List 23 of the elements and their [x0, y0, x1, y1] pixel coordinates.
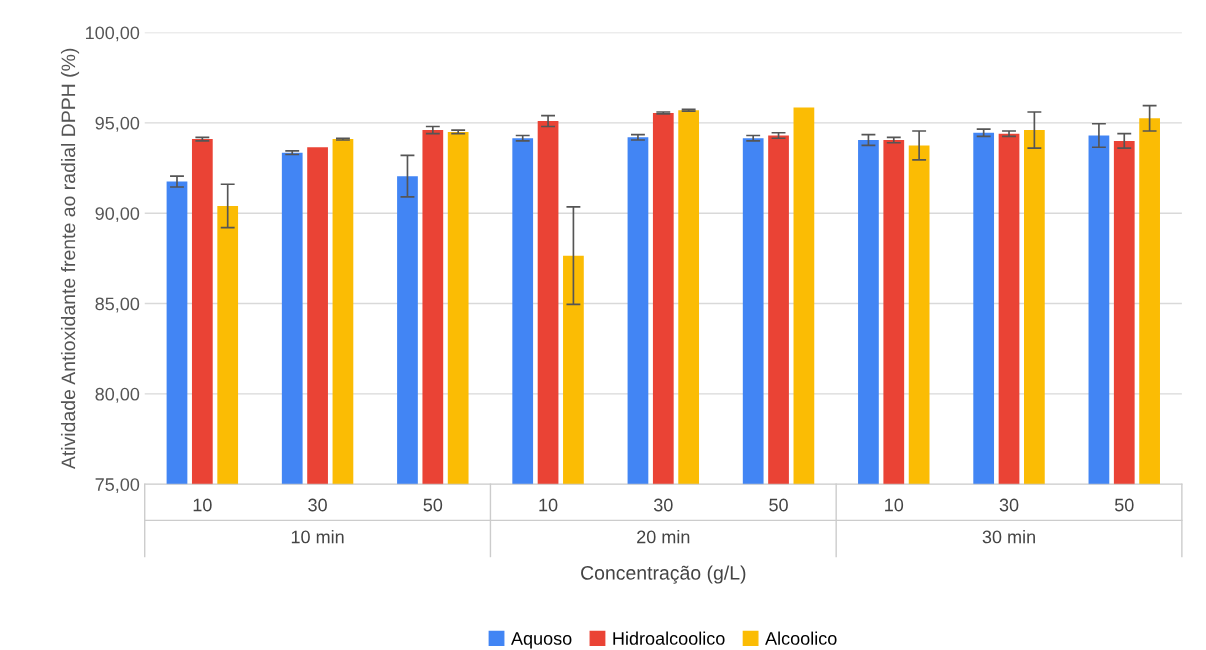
x-tick-label: 10 [539, 498, 558, 512]
x-tick-label: 10 [193, 498, 212, 512]
y-tick-label: 75,00 [95, 478, 140, 494]
legend-label: Aquoso [511, 632, 572, 649]
legend-label: Alcoolico [765, 631, 837, 645]
x-tick-label: 30 [999, 498, 1019, 512]
y-tick-label: 95,00 [95, 116, 140, 132]
x-tick-label: 50 [423, 498, 443, 512]
y-axis-title: Atividade Antioxidante frente ao radial DPPH (%) [60, 48, 80, 470]
y-tick-label: 90,00 [95, 207, 140, 223]
y-tick-label: 80,00 [95, 387, 140, 403]
text: 20 min [637, 530, 690, 544]
x-tick-label: 50 [1114, 498, 1134, 512]
x-axis-title: Concentração (g/L) [581, 565, 746, 584]
x-tick-label: 10 [885, 498, 904, 512]
y-tick-label: 85,00 [95, 297, 140, 313]
x-tick-label: 30 [308, 498, 327, 512]
legend-label: Hidroalcoolico [613, 631, 725, 645]
text: 30 min [982, 530, 1035, 544]
text: 10 min [291, 530, 344, 544]
x-tick-label: 30 [653, 498, 673, 512]
y-tick-label: 100,00 [86, 26, 140, 42]
x-tick-label: 50 [769, 498, 788, 512]
